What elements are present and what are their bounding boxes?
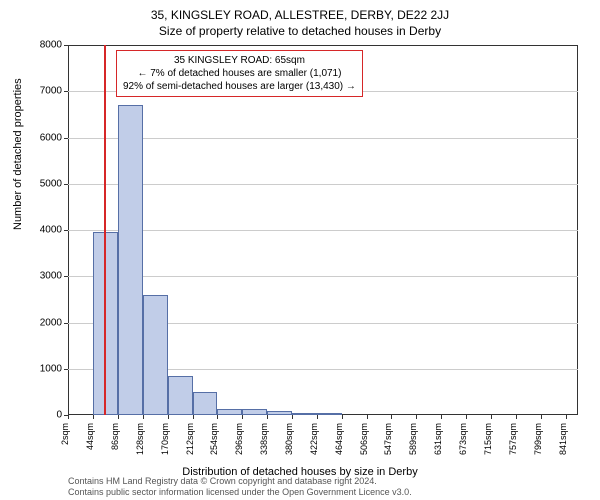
y-tick-mark: [64, 91, 68, 92]
x-tick-mark: [292, 415, 293, 419]
x-tick-mark: [217, 415, 218, 419]
y-tick-mark: [64, 415, 68, 416]
gridline: [68, 230, 578, 231]
x-tick-mark: [391, 415, 392, 419]
property-marker-line: [104, 45, 106, 415]
histogram-bar: [242, 409, 267, 415]
y-tick-mark: [64, 369, 68, 370]
y-tick-mark: [64, 138, 68, 139]
histogram-bar: [193, 392, 218, 415]
x-tick-mark: [168, 415, 169, 419]
y-tick-label: 5000: [22, 178, 62, 189]
x-tick-mark: [68, 415, 69, 419]
y-tick-label: 6000: [22, 132, 62, 143]
y-tick-label: 1000: [22, 363, 62, 374]
x-tick-mark: [466, 415, 467, 419]
highlight-line3: 92% of semi-detached houses are larger (…: [123, 80, 356, 93]
x-tick-mark: [317, 415, 318, 419]
x-tick-mark: [416, 415, 417, 419]
x-tick-mark: [441, 415, 442, 419]
chart-title-sub: Size of property relative to detached ho…: [0, 22, 600, 38]
copyright-text: Contains HM Land Registry data © Crown c…: [68, 476, 412, 498]
y-tick-mark: [64, 230, 68, 231]
x-tick-mark: [367, 415, 368, 419]
x-tick-mark: [516, 415, 517, 419]
y-tick-label: 4000: [22, 225, 62, 236]
x-tick-mark: [93, 415, 94, 419]
highlight-line2: ← 7% of detached houses are smaller (1,0…: [123, 67, 356, 80]
histogram-bar: [118, 105, 143, 415]
x-tick-mark: [242, 415, 243, 419]
x-tick-mark: [342, 415, 343, 419]
copyright-line2: Contains public sector information licen…: [68, 487, 412, 498]
x-tick-mark: [118, 415, 119, 419]
y-tick-mark: [64, 45, 68, 46]
y-tick-label: 2000: [22, 317, 62, 328]
y-tick-label: 7000: [22, 86, 62, 97]
y-axis-label: Number of detached properties: [12, 78, 24, 230]
histogram-bar: [292, 413, 317, 415]
histogram-bar: [143, 295, 168, 415]
x-tick-mark: [143, 415, 144, 419]
gridline: [68, 276, 578, 277]
copyright-line1: Contains HM Land Registry data © Crown c…: [68, 476, 412, 487]
gridline: [68, 184, 578, 185]
histogram-bar: [168, 376, 193, 415]
y-tick-mark: [64, 276, 68, 277]
x-tick-mark: [193, 415, 194, 419]
x-tick-mark: [267, 415, 268, 419]
gridline: [68, 138, 578, 139]
chart-plot-area: 35 KINGSLEY ROAD: 65sqm ← 7% of detached…: [68, 45, 578, 415]
histogram-bar: [317, 413, 342, 415]
histogram-bar: [267, 411, 292, 415]
x-tick-mark: [541, 415, 542, 419]
highlight-annotation-box: 35 KINGSLEY ROAD: 65sqm ← 7% of detached…: [116, 50, 363, 97]
highlight-line1: 35 KINGSLEY ROAD: 65sqm: [123, 54, 356, 67]
y-tick-label: 3000: [22, 271, 62, 282]
y-tick-mark: [64, 323, 68, 324]
chart-title-main: 35, KINGSLEY ROAD, ALLESTREE, DERBY, DE2…: [0, 0, 600, 22]
x-tick-mark: [491, 415, 492, 419]
histogram-bar: [217, 409, 242, 415]
y-tick-label: 0: [22, 410, 62, 421]
y-tick-label: 8000: [22, 40, 62, 51]
y-tick-mark: [64, 184, 68, 185]
x-tick-mark: [566, 415, 567, 419]
